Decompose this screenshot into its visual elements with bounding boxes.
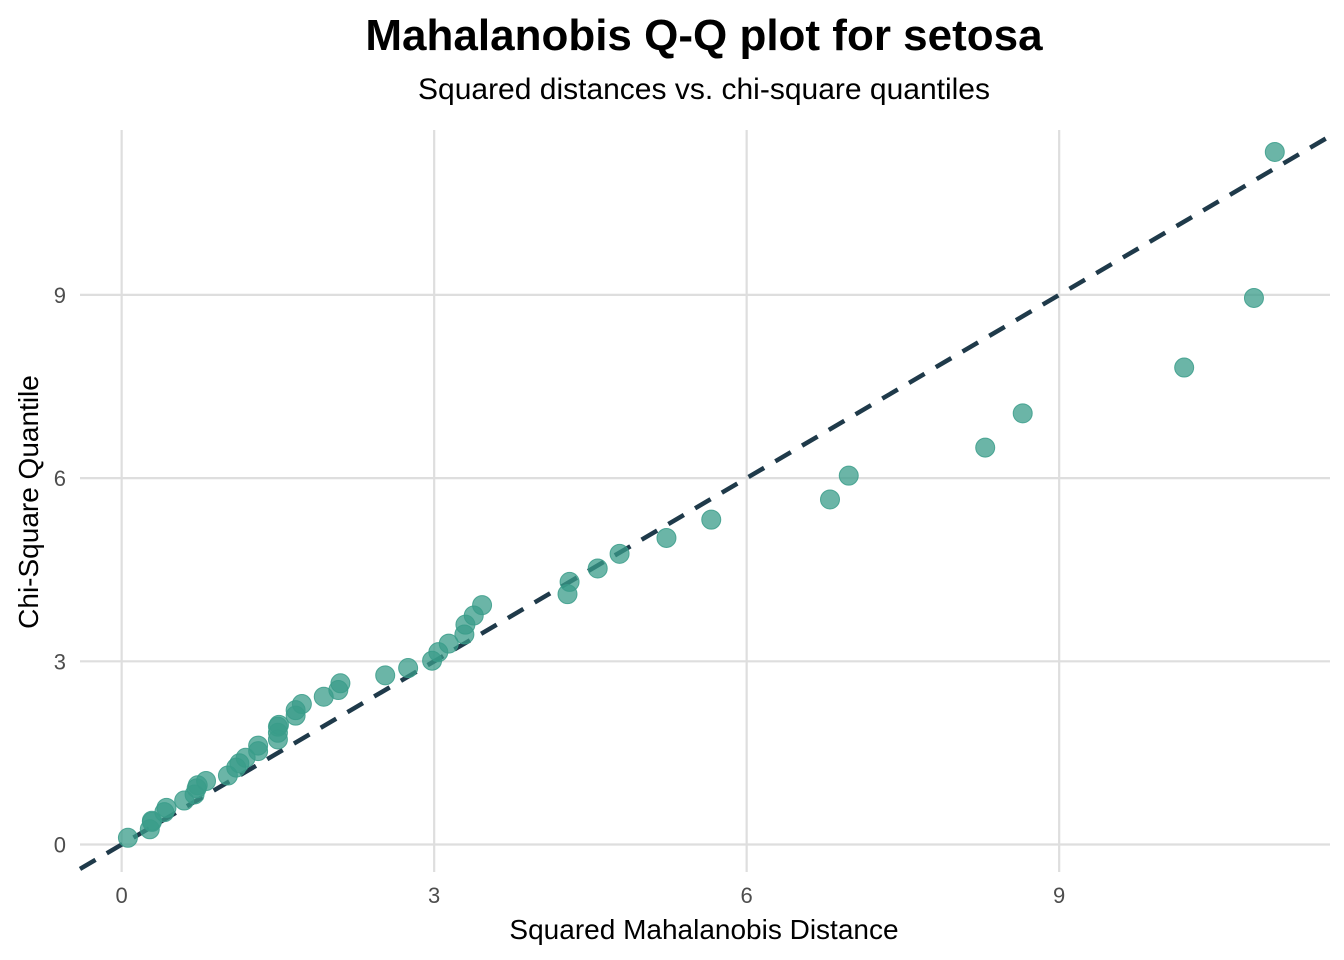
y-tick-label: 0 <box>54 833 66 858</box>
y-tick-label: 6 <box>54 466 66 491</box>
data-point <box>117 827 138 848</box>
x-tick-label: 3 <box>428 883 440 908</box>
data-point <box>268 714 289 735</box>
data-point <box>559 571 580 592</box>
chart-subtitle: Squared distances vs. chi-square quantil… <box>418 73 990 106</box>
data-point <box>472 595 493 616</box>
x-tick-label: 0 <box>116 883 128 908</box>
data-point <box>656 527 677 548</box>
data-point <box>156 797 177 818</box>
data-point <box>838 465 859 486</box>
data-point <box>587 558 608 579</box>
data-point <box>1174 357 1195 378</box>
data-point <box>248 735 269 756</box>
data-point <box>398 658 419 679</box>
data-point <box>330 673 351 694</box>
y-axis-label: Chi-Square Quantile <box>13 375 44 629</box>
data-point <box>820 489 840 510</box>
data-point <box>1264 141 1285 162</box>
data-point <box>438 633 459 654</box>
x-axis-ticks: 0 3 6 9 <box>116 883 1066 908</box>
data-point <box>701 509 722 530</box>
data-point <box>609 543 630 564</box>
y-axis-ticks: 0 3 6 9 <box>54 283 66 858</box>
data-point <box>975 437 996 458</box>
data-point <box>196 771 217 792</box>
reference-line-group <box>78 134 1332 871</box>
x-axis-label: Squared Mahalanobis Distance <box>509 914 898 945</box>
data-point <box>1243 287 1264 308</box>
data-point <box>291 694 312 715</box>
data-point <box>1012 403 1033 424</box>
y-tick-label: 9 <box>54 283 66 308</box>
y-tick-label: 3 <box>54 649 66 674</box>
data-points <box>117 141 1285 848</box>
x-tick-label: 6 <box>741 883 753 908</box>
x-tick-label: 9 <box>1053 883 1065 908</box>
data-point <box>375 665 396 686</box>
reference-line <box>78 134 1332 871</box>
chart-title: Mahalanobis Q-Q plot for setosa <box>365 11 1043 60</box>
gridlines <box>80 130 1330 872</box>
